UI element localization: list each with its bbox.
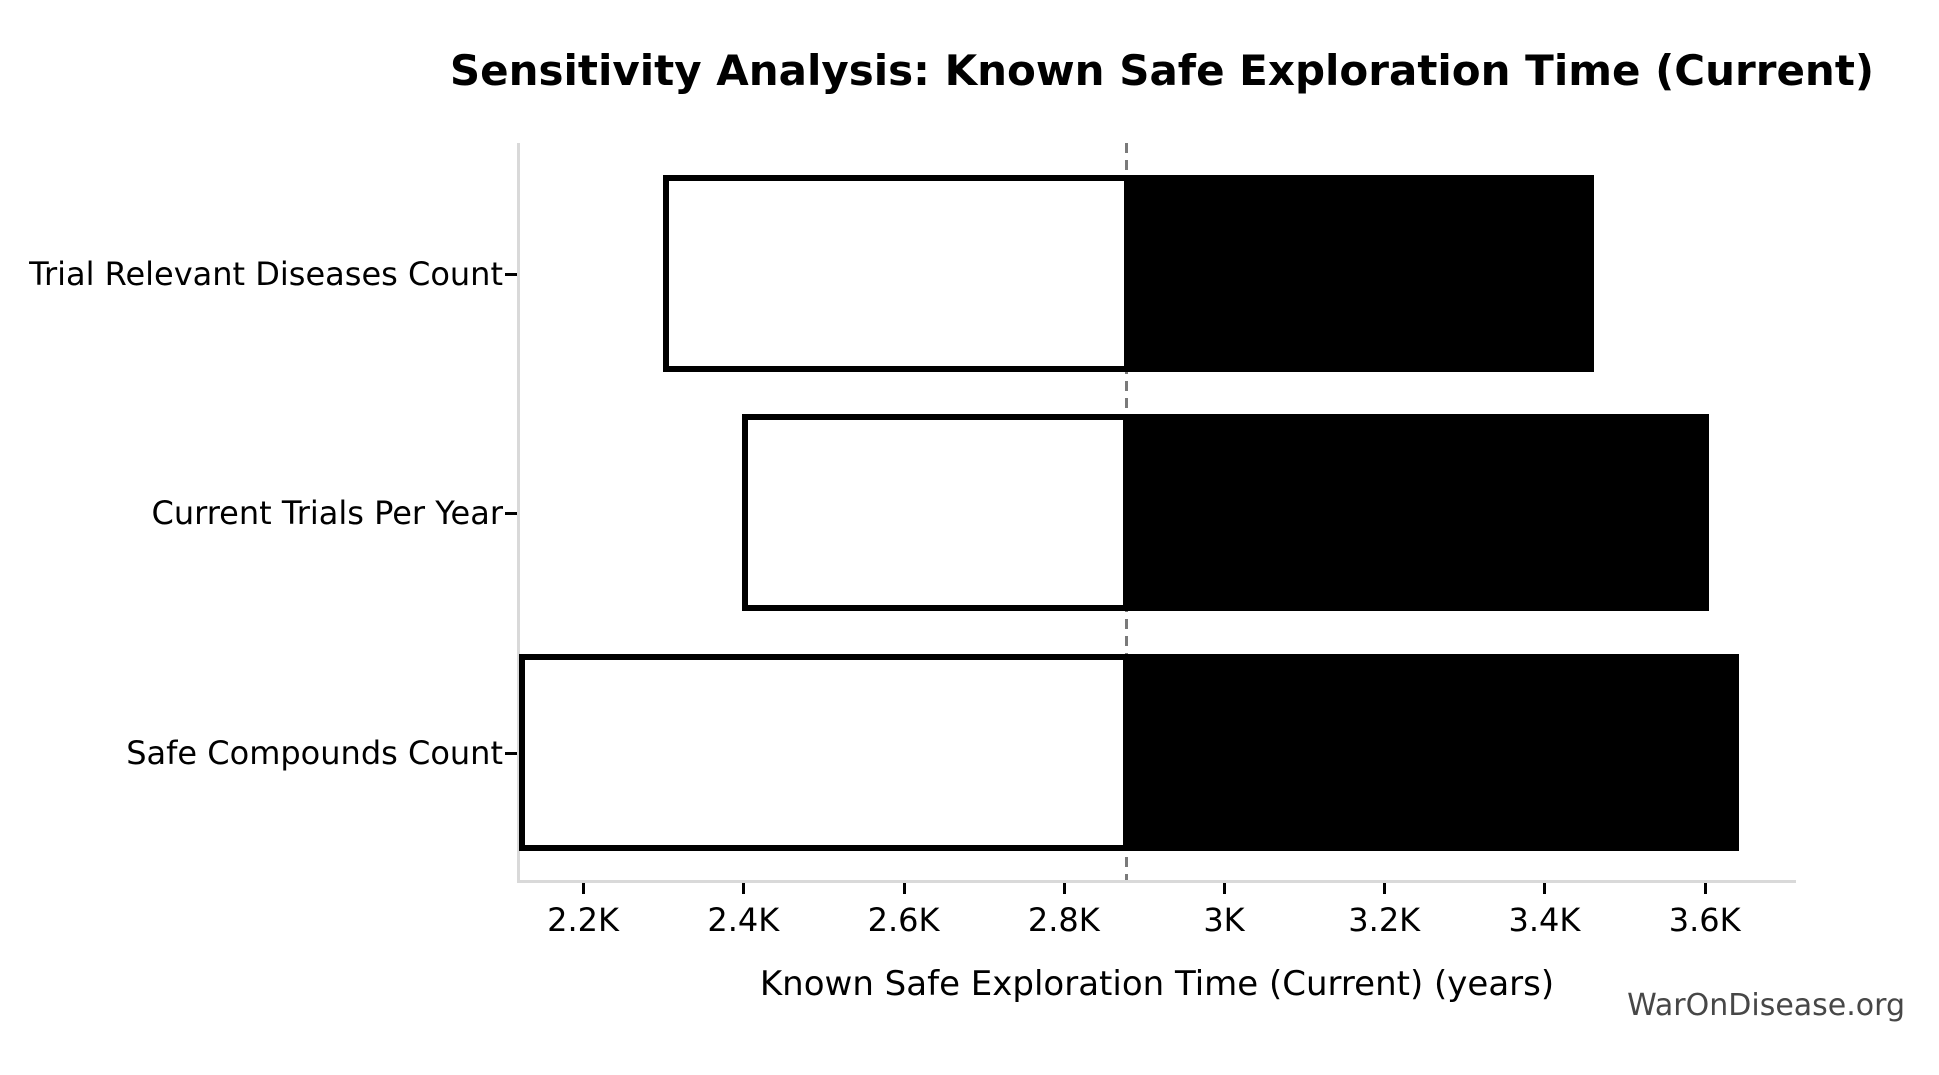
bar-low-segment — [742, 414, 1129, 611]
x-tick-mark — [1383, 883, 1386, 894]
x-tick-mark — [1063, 883, 1066, 894]
x-tick-label: 2.4K — [707, 901, 780, 939]
y-tick-mark — [505, 273, 517, 276]
y-tick-label: Safe Compounds Count — [126, 733, 503, 772]
x-tick-mark — [1223, 883, 1226, 894]
y-tick-mark — [505, 752, 517, 755]
x-axis-label: Known Safe Exploration Time (Current) (y… — [759, 964, 1555, 1004]
y-tick-label: Current Trials Per Year — [151, 493, 503, 532]
x-tick-mark — [1543, 883, 1546, 894]
x-tick-label: 3K — [1203, 901, 1245, 939]
bar-high-segment — [1126, 414, 1709, 611]
bar-low-segment — [663, 175, 1130, 372]
x-tick-label: 3.4K — [1508, 901, 1581, 939]
x-tick-mark — [1704, 883, 1707, 894]
watermark-text: WarOnDisease.org — [1627, 988, 1905, 1023]
y-tick-label: Trial Relevant Diseases Count — [29, 254, 503, 293]
bar-high-segment — [1126, 654, 1739, 851]
bar-low-segment — [519, 654, 1129, 851]
x-tick-label: 3.6K — [1668, 901, 1741, 939]
x-axis-spine — [517, 880, 1796, 883]
x-tick-mark — [903, 883, 906, 894]
x-tick-label: 2.8K — [1027, 901, 1100, 939]
bar-high-segment — [1126, 175, 1594, 372]
y-axis-spine — [517, 143, 520, 883]
x-tick-mark — [742, 883, 745, 894]
chart-title: Sensitivity Analysis: Known Safe Explora… — [449, 46, 1875, 95]
x-tick-mark — [582, 883, 585, 894]
x-tick-label: 2.2K — [547, 901, 620, 939]
y-tick-mark — [505, 512, 517, 515]
x-tick-label: 3.2K — [1348, 901, 1421, 939]
x-tick-label: 2.6K — [867, 901, 940, 939]
